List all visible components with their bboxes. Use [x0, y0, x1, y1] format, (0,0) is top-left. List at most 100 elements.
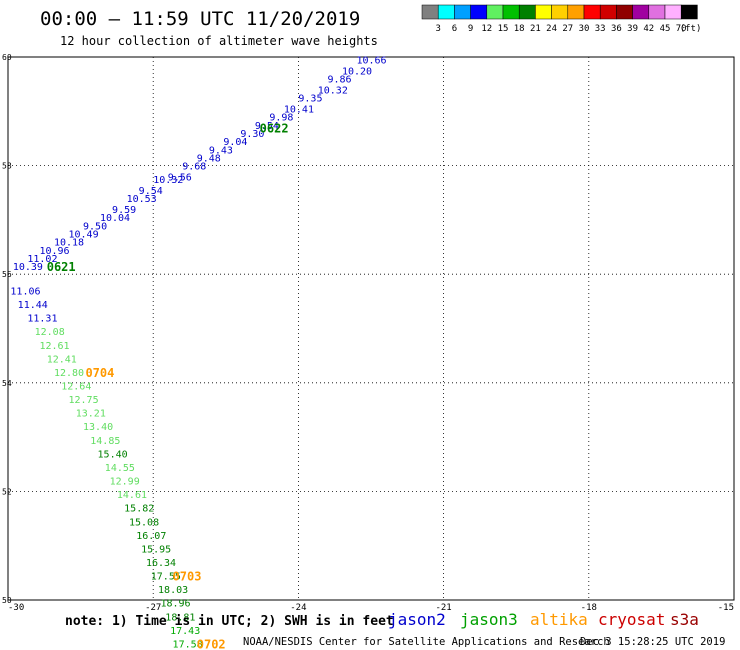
colorbar-label: 42	[643, 24, 654, 34]
wave-height-label: 9.98	[269, 113, 293, 124]
colorbar-label: 30	[579, 24, 590, 34]
wave-height-label: 9.86	[327, 75, 351, 86]
wave-height-label: 9.54	[255, 121, 279, 132]
wave-height-label: 10.41	[284, 105, 314, 116]
x-tick-labels: -30 -27 -24 -21 -18 -15	[8, 603, 734, 613]
y-tick-labels: 50 52 54 56 58 60	[2, 53, 12, 605]
wave-height-label: 10.39	[13, 262, 43, 273]
colorbar-unit: (ft)	[680, 24, 702, 34]
x-tick-label: -18	[581, 603, 597, 613]
y-tick-label: 58	[2, 162, 12, 171]
wave-height-label: 18.03	[158, 585, 188, 596]
footer-credit: NOAA/NESDIS Center for Satellite Applica…	[243, 636, 610, 648]
wave-height-label: 12.08	[35, 327, 65, 338]
colorbar-swatch	[664, 4, 682, 20]
wave-height-label: 14.85	[90, 436, 120, 447]
colorbar-label: 6	[452, 24, 457, 34]
wave-height-label: 13.40	[83, 422, 113, 433]
colorbar-swatch	[599, 4, 617, 20]
colorbar-label: 15	[498, 24, 509, 34]
colorbar-label: 27	[562, 24, 573, 34]
colorbar-label: 70	[676, 24, 687, 34]
colorbar-swatch	[632, 4, 650, 20]
wave-height-label: 12.99	[110, 477, 140, 488]
colorbar-label: 18	[514, 24, 525, 34]
colorbar-label: 36	[611, 24, 622, 34]
wave-height-label: 11.31	[27, 314, 57, 325]
x-tick-label: -27	[145, 603, 161, 613]
colorbar-label: 39	[627, 24, 638, 34]
colorbar-swatch	[567, 4, 585, 20]
colorbar-swatch	[551, 4, 569, 20]
colorbar-label: 33	[595, 24, 606, 34]
colorbar-swatch	[421, 4, 439, 20]
colorbar-label: 24	[546, 24, 557, 34]
colorbar-swatch	[437, 4, 455, 20]
colorbar-label: 12	[481, 24, 492, 34]
wave-height-label: 15.40	[98, 449, 128, 460]
wave-height-label: 10.66	[356, 56, 386, 67]
colorbar-swatch	[680, 4, 698, 20]
wave-height-label: 10.49	[69, 229, 99, 240]
time-label: 0622	[260, 122, 289, 136]
wave-height-label: 18.81	[165, 612, 195, 623]
x-tick-label: -24	[290, 603, 306, 613]
colorbar-label: 3	[435, 24, 440, 34]
wave-height-label: 10.32	[153, 175, 183, 186]
y-tick-label: 54	[2, 379, 12, 388]
wave-height-label: 9.50	[83, 221, 107, 232]
wave-height-label: 12.41	[47, 354, 77, 365]
time-label: 0702	[197, 637, 226, 650]
time-label: 0704	[85, 366, 114, 380]
wave-height-label: 17.55	[151, 572, 181, 583]
wave-height-label: 12.64	[61, 382, 91, 393]
wave-height-label: 10.04	[100, 213, 130, 224]
wave-height-label: 11.02	[27, 254, 57, 265]
wave-height-label: 12.80	[54, 368, 84, 379]
wave-height-label: 10.18	[54, 238, 84, 249]
y-tick-label: 50	[2, 596, 12, 605]
y-tick-label: 52	[2, 487, 12, 496]
colorbar-swatch	[454, 4, 471, 20]
time-label: 0621	[47, 260, 76, 274]
plot-frame	[7, 56, 735, 601]
wave-height-label: 11.44	[18, 300, 48, 311]
wave-height-label: 9.35	[298, 94, 322, 105]
colorbar-swatch	[470, 4, 488, 20]
colorbar-swatch	[616, 4, 633, 20]
colorbar-swatch	[648, 4, 666, 20]
legend-altika: altika	[530, 610, 588, 629]
wave-height-label: 9.54	[139, 186, 163, 197]
chart-subtitle: 12 hour collection of altimeter wave hei…	[60, 34, 378, 48]
wave-height-label: 15.95	[141, 544, 171, 555]
wave-height-label: 17.58	[173, 639, 203, 650]
wave-height-label: 16.34	[146, 558, 176, 569]
wave-height-label: 9.56	[168, 172, 192, 183]
grid-lines	[7, 56, 735, 601]
wave-height-label: 9.59	[112, 205, 136, 216]
wave-height-label: 9.30	[240, 129, 264, 140]
colorbar-label: 45	[660, 24, 671, 34]
chart-title: 00:00 — 11:59 UTC 11/20/2019	[40, 8, 360, 30]
y-tick-label: 56	[2, 270, 12, 279]
wave-height-label: 15.08	[129, 517, 159, 528]
x-tick-label: -21	[435, 603, 451, 613]
wave-height-label: 9.48	[197, 153, 221, 164]
wave-height-label: 10.96	[39, 246, 69, 257]
x-tick-label: -15	[718, 603, 734, 613]
colorbar-swatch	[486, 4, 504, 20]
wave-height-label: 10.32	[318, 86, 348, 97]
time-label: 0703	[173, 570, 202, 584]
wave-height-label: 11.06	[10, 286, 40, 297]
data-labels: 10.6610.209.8610.329.3510.419.989.549.30…	[10, 56, 386, 650]
legend-s3a: s3a	[670, 610, 699, 629]
colorbar-swatch	[502, 4, 520, 20]
wave-height-label: 9.68	[182, 162, 206, 173]
wave-height-label: 17.43	[170, 626, 200, 637]
legend-jason3: jason3	[460, 610, 518, 629]
wave-height-label: 18.96	[160, 599, 190, 610]
colorbar-legend: 3 6 9 12 15 18 21 24 27 30 33 36 39 42 45 70(ft)	[421, 4, 702, 34]
wave-height-label: 15.82	[124, 504, 154, 515]
